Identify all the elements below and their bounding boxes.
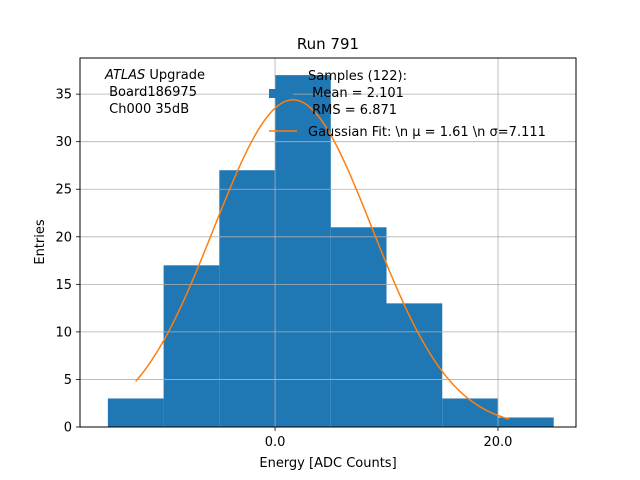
y-tick-label-6: 30 [55, 135, 72, 150]
histogram-bars [107, 75, 554, 427]
hist-bar-6 [442, 398, 498, 427]
y-axis-ticks: 0 5 10 15 20 25 30 35 [55, 88, 80, 436]
annotation-upgrade: Upgrade [145, 68, 205, 83]
y-tick-label-2: 10 [55, 325, 72, 340]
y-tick-label-5: 25 [55, 183, 72, 198]
annotation-line-2: Board186975 [105, 85, 197, 100]
y-tick-label-7: 35 [55, 88, 72, 103]
hist-bar-7 [497, 417, 554, 427]
atlas-annotation: ATLAS Upgrade Board186975 Ch000 35dB [104, 68, 205, 117]
y-axis-label: Entries [33, 219, 48, 265]
gaussian-fit-curve [135, 99, 510, 420]
legend-samples-line-2: Mean = 2.101 [308, 86, 404, 101]
y-tick-label-4: 20 [55, 230, 72, 245]
legend-samples-line-1: Samples (122): [308, 69, 407, 84]
legend-hist-swatch [269, 89, 293, 98]
hist-bar-2 [219, 170, 276, 427]
hist-bar-5 [386, 303, 443, 427]
plot-frame [79, 57, 577, 428]
annotation-atlas: ATLAS [104, 68, 145, 83]
y-tick-label-1: 5 [64, 373, 72, 388]
annotation-line-1: ATLAS Upgrade [104, 68, 205, 83]
x-axis-label: Energy [ADC Counts] [259, 456, 396, 471]
x-axis-ticks: 0.0 20.0 [265, 427, 513, 450]
y-tick-label-0: 0 [64, 421, 72, 436]
y-tick-label-3: 15 [55, 278, 72, 293]
hist-bar-4 [330, 227, 387, 427]
legend-fit-label: Gaussian Fit: \n μ = 1.61 \n σ=7.111 [308, 125, 546, 140]
chart-title: Run 791 [297, 35, 359, 53]
hist-bar-0 [107, 398, 164, 427]
gaussian-fit [135, 99, 510, 420]
hist-bar-1 [163, 265, 220, 427]
legend-samples-line-3: RMS = 6.871 [308, 103, 397, 118]
legend: Samples (122): Mean = 2.101 RMS = 6.871 … [269, 69, 546, 140]
annotation-line-3: Ch000 35dB [105, 102, 189, 117]
hist-bar-3 [275, 75, 331, 427]
x-tick-label-1: 20.0 [484, 435, 513, 450]
x-tick-label-0: 0.0 [265, 435, 286, 450]
